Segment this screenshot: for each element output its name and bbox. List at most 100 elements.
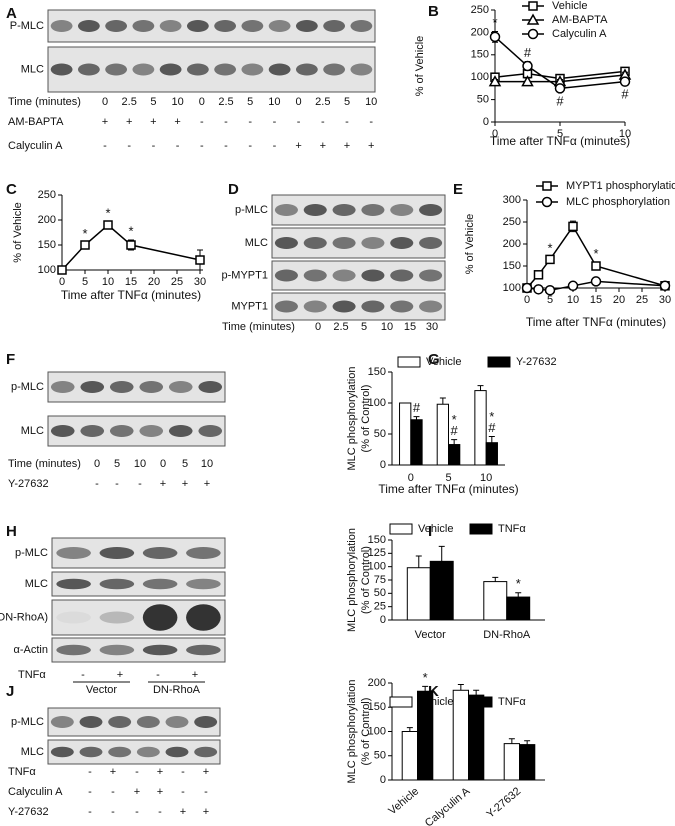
condition-label: Time (minutes): [222, 321, 295, 333]
band: [77, 20, 100, 32]
band: [139, 381, 164, 393]
panel-letter: F: [6, 351, 15, 368]
band: [303, 237, 327, 249]
annotation: *: [82, 226, 87, 241]
band: [108, 746, 132, 758]
error-bar: [508, 738, 515, 744]
error-bar: [477, 385, 484, 391]
x-axis-label: Time after TNFα (minutes): [61, 288, 201, 302]
x-tick-label: 0: [524, 294, 530, 306]
blot-strip: [47, 415, 226, 447]
band: [142, 644, 178, 656]
condition-value: 5: [182, 458, 188, 470]
annotation: *: [423, 670, 428, 685]
condition-value: +: [192, 669, 198, 681]
condition-value: 0: [94, 458, 100, 470]
band: [186, 63, 209, 76]
condition-value: 10: [171, 96, 183, 108]
y-tick-label: 50: [374, 587, 386, 599]
band: [139, 425, 164, 437]
blot-strip: [47, 371, 226, 403]
panel-letter: G: [428, 351, 440, 368]
y-axis-label: MLC phosphorylation: [346, 680, 358, 784]
condition-value: -: [273, 140, 277, 152]
y-tick-label: 100: [368, 725, 386, 737]
condition-value: +: [204, 478, 210, 490]
band: [50, 381, 75, 393]
x-axis-label: Time after TNFα (minutes): [490, 134, 630, 148]
band: [79, 716, 103, 728]
band: [214, 20, 237, 32]
band: [56, 644, 91, 656]
band: [132, 20, 155, 32]
condition-value: -: [321, 116, 325, 128]
blot-row-label: MYPT1: [231, 300, 268, 312]
x-tick-label: 10: [619, 128, 631, 140]
legend-label: Y-27632: [516, 356, 557, 368]
condition-value: 2.5: [122, 96, 137, 108]
band: [350, 63, 373, 76]
blot-strip: [271, 260, 446, 291]
data-point: [103, 220, 113, 230]
series-line: [494, 36, 626, 90]
annotation: *: [105, 205, 110, 220]
condition-value: -: [369, 116, 373, 128]
error-bar: [439, 397, 446, 405]
blot-row-label: MLC: [21, 746, 44, 758]
condition-value: +: [368, 140, 374, 152]
band: [168, 425, 193, 437]
legend-swatch: [389, 523, 413, 535]
blot-row-label: MLC: [245, 237, 268, 249]
legend-swatch: [469, 523, 493, 535]
y-tick-label: 200: [38, 214, 56, 226]
blot-strip: [271, 194, 446, 226]
data-point: [544, 284, 556, 296]
y-tick-label: 0: [483, 116, 489, 128]
band: [350, 20, 373, 32]
condition-value: 10: [381, 321, 393, 333]
band: [241, 20, 264, 32]
y-tick-label: 0: [380, 614, 386, 626]
annotation: *: [128, 223, 133, 238]
x-tick-label: 20: [148, 276, 160, 288]
bar: [399, 402, 412, 466]
y-tick-label: 200: [503, 238, 521, 250]
bar: [410, 419, 423, 466]
band: [50, 716, 74, 728]
condition-value: -: [135, 806, 139, 818]
error-bar: [438, 545, 445, 562]
band: [194, 746, 218, 758]
data-point: [533, 284, 544, 295]
band: [99, 547, 135, 559]
band: [105, 63, 128, 76]
band: [390, 204, 414, 216]
blot-strip: [47, 707, 221, 737]
y-tick-label: 250: [503, 216, 521, 228]
bar: [436, 403, 450, 466]
condition-value: +: [102, 116, 108, 128]
y-tick-label: 300: [503, 194, 521, 206]
band: [186, 578, 221, 590]
condition-value: +: [110, 766, 116, 778]
legend-label: Vehicle: [426, 356, 461, 368]
band: [419, 269, 443, 282]
band: [109, 381, 134, 393]
band: [108, 716, 132, 728]
blot-row-label: MLC: [21, 425, 44, 437]
band: [323, 20, 346, 32]
data-point: [57, 265, 67, 275]
condition-value: 5: [344, 96, 350, 108]
band: [361, 269, 385, 282]
band: [136, 746, 160, 758]
blot-strip: [47, 739, 221, 765]
condition-value: -: [248, 140, 252, 152]
data-point: [619, 76, 631, 87]
x-tick-label: 10: [480, 472, 492, 484]
panel-letter: E: [453, 181, 463, 198]
blot-row-label: P-MLC: [10, 20, 44, 32]
y-axis-label: (% of Control): [360, 698, 372, 766]
y-tick-label: 150: [368, 701, 386, 713]
y-tick-label: 50: [374, 750, 386, 762]
legend-marker: [526, 13, 540, 25]
